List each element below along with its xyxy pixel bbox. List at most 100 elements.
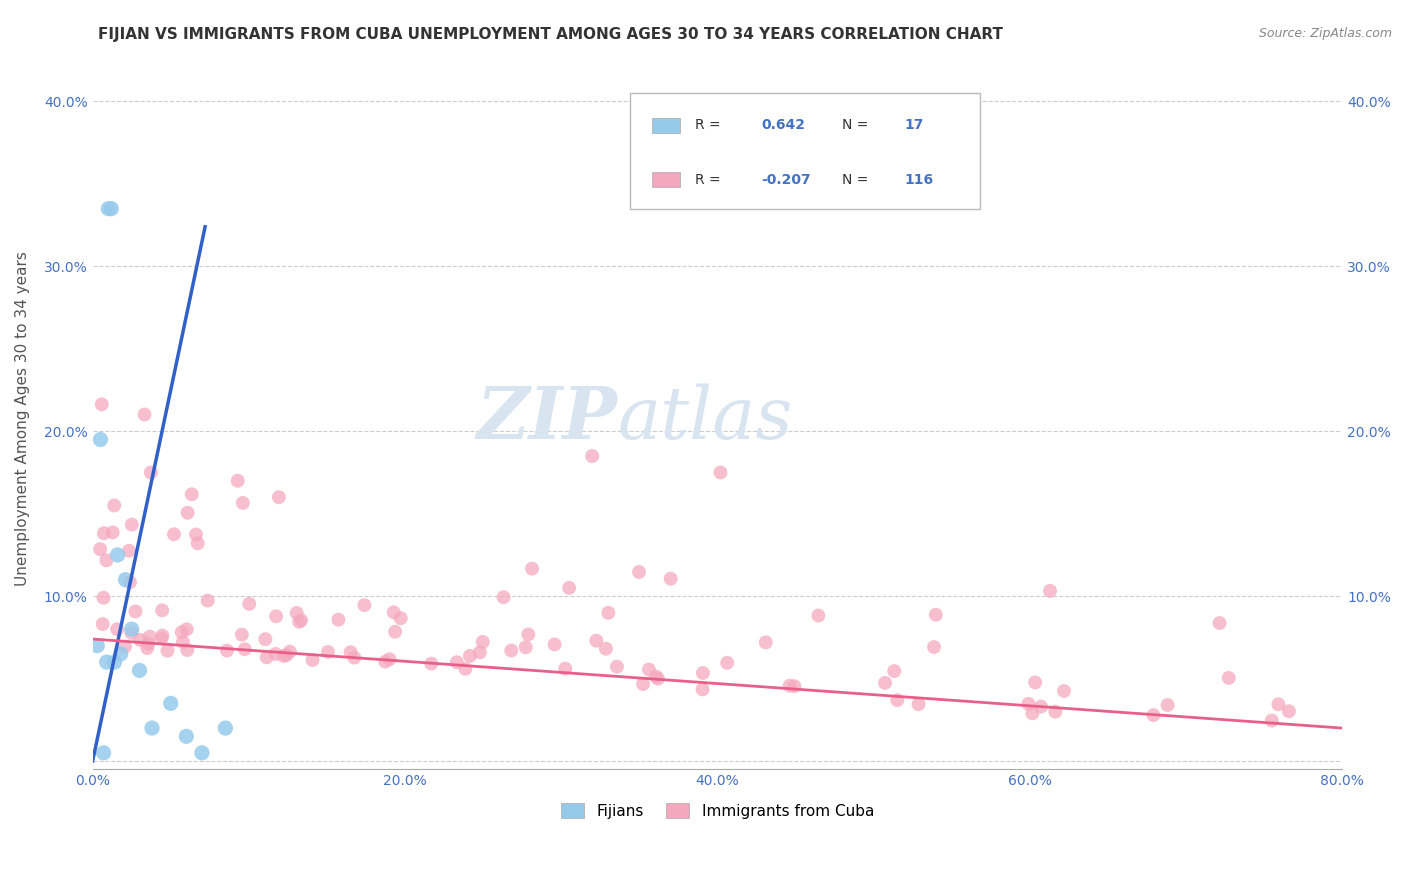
Point — [755, 635, 778, 649]
Point — [254, 632, 277, 647]
Text: 17: 17 — [905, 119, 924, 132]
Point — [374, 655, 396, 669]
Text: N =: N = — [842, 119, 873, 132]
Point — [89, 542, 111, 557]
Point — [110, 647, 132, 661]
Point — [501, 643, 523, 657]
Point — [176, 622, 198, 636]
Point — [339, 645, 361, 659]
Bar — [652, 118, 681, 133]
Point — [232, 496, 254, 510]
Point — [159, 697, 181, 711]
Bar — [652, 172, 681, 187]
Point — [558, 581, 581, 595]
Point — [873, 676, 896, 690]
Point — [273, 648, 295, 663]
Legend: Fijians, Immigrants from Cuba: Fijians, Immigrants from Cuba — [555, 797, 880, 825]
Point — [103, 655, 125, 669]
Point — [659, 572, 682, 586]
Point — [554, 662, 576, 676]
Point — [1021, 706, 1043, 721]
Point — [191, 746, 214, 760]
Point — [226, 474, 249, 488]
Point — [468, 645, 491, 659]
Point — [1018, 697, 1040, 711]
FancyBboxPatch shape — [630, 93, 980, 209]
Point — [176, 729, 198, 743]
Point — [264, 647, 287, 661]
Point — [922, 640, 945, 654]
Point — [285, 606, 308, 620]
Point — [187, 536, 209, 550]
Point — [101, 525, 124, 540]
Point — [389, 611, 412, 625]
Point — [647, 672, 669, 686]
Point — [1261, 714, 1284, 728]
Point — [124, 604, 146, 618]
Point — [136, 641, 159, 656]
Point — [517, 627, 540, 641]
Point — [264, 609, 287, 624]
Text: 0.642: 0.642 — [761, 119, 806, 132]
Point — [598, 606, 620, 620]
Point — [121, 517, 143, 532]
Point — [91, 617, 114, 632]
Point — [1142, 708, 1164, 723]
Point — [883, 664, 905, 678]
Point — [134, 408, 156, 422]
Text: ZIP: ZIP — [477, 384, 617, 454]
Point — [492, 591, 515, 605]
Point — [581, 449, 603, 463]
Point — [128, 664, 150, 678]
Point — [515, 640, 537, 655]
Text: atlas: atlas — [617, 384, 793, 454]
Point — [139, 630, 162, 644]
Point — [471, 635, 494, 649]
Point — [1267, 698, 1289, 712]
Point — [807, 608, 830, 623]
Point — [118, 543, 141, 558]
Point — [645, 669, 668, 683]
Point — [1156, 698, 1178, 712]
Point — [288, 615, 311, 629]
Point — [638, 663, 661, 677]
Point — [343, 650, 366, 665]
Point — [139, 466, 162, 480]
Point — [184, 527, 207, 541]
Point — [1218, 671, 1240, 685]
Point — [543, 637, 565, 651]
Point — [267, 490, 290, 504]
Point — [925, 607, 948, 622]
Point — [278, 645, 301, 659]
Text: 116: 116 — [905, 173, 934, 186]
Point — [138, 637, 160, 651]
Point — [114, 640, 136, 654]
Point — [176, 643, 198, 657]
Point — [1053, 684, 1076, 698]
Point — [692, 665, 714, 680]
Point — [86, 639, 108, 653]
Point — [105, 622, 128, 636]
Point — [121, 622, 143, 636]
Y-axis label: Unemployment Among Ages 30 to 34 years: Unemployment Among Ages 30 to 34 years — [15, 252, 30, 586]
Point — [1029, 699, 1052, 714]
Point — [89, 433, 111, 447]
Point — [180, 487, 202, 501]
Point — [783, 679, 806, 693]
Point — [96, 655, 118, 669]
Point — [107, 548, 129, 562]
Text: R =: R = — [695, 119, 725, 132]
Point — [716, 656, 738, 670]
Point — [163, 527, 186, 541]
Point — [420, 657, 443, 671]
Point — [627, 565, 650, 579]
Point — [595, 641, 617, 656]
Point — [454, 662, 477, 676]
Point — [520, 562, 543, 576]
Point — [382, 605, 405, 619]
Point — [378, 652, 401, 666]
Text: -0.207: -0.207 — [761, 173, 811, 186]
Point — [1208, 615, 1230, 630]
Point — [458, 648, 481, 663]
Point — [692, 682, 714, 697]
